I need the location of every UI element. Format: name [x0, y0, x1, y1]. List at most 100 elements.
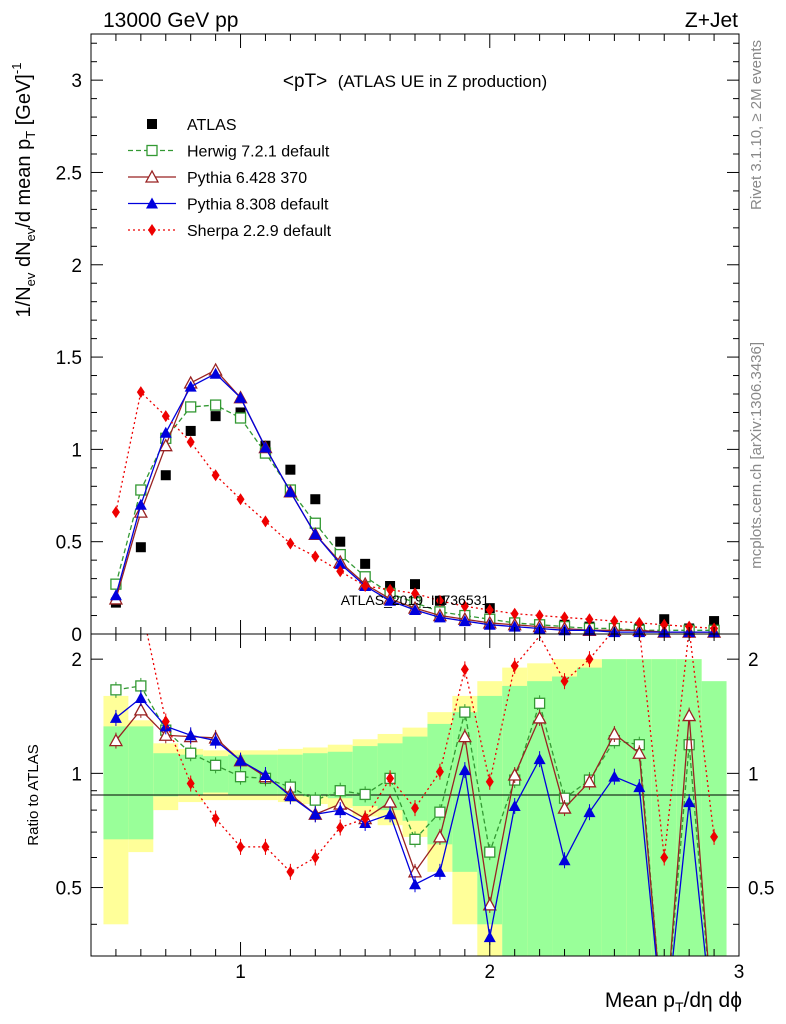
ratio-ytick-label: 1: [71, 764, 82, 785]
y-axis-label-ratio: Ratio to ATLAS: [25, 744, 42, 845]
main-point-sherpa-2-2-9-default: [485, 604, 494, 616]
band-green: [153, 753, 179, 797]
band-green: [302, 753, 328, 797]
ratio-point-pythia-8-308-default: [583, 806, 596, 818]
main-point-atlas: [709, 616, 720, 627]
main-point-herwig-7-2-1-default: [209, 399, 222, 411]
xtick-label: 3: [734, 962, 745, 983]
main-point-atlas: [335, 536, 346, 547]
ratio-point-sherpa-2-2-9-default: [710, 830, 719, 843]
ratio-point-pythia-6-428-370: [557, 800, 572, 814]
ratio-group-sherpa-2-2-9-default: [146, 634, 719, 880]
ratio-point-pythia-8-308-default: [608, 770, 621, 782]
ratio-point-sherpa-2-2-9-default: [336, 821, 345, 834]
legend-marker-pythia-6-428-370: [144, 169, 160, 183]
xtick-label: 2: [484, 962, 495, 983]
ratio-ytick-label: 0.5: [56, 879, 82, 900]
main-point-sherpa-2-2-9-default: [211, 469, 220, 482]
band-green: [527, 681, 553, 956]
legend-marker-herwig-7-2-1-default: [146, 144, 158, 157]
main-point-pythia-8-308-default: [259, 441, 272, 453]
ratio-point-pythia-6-428-370: [632, 745, 647, 759]
ratio-point-pythia-6-428-370: [532, 710, 547, 724]
main-point-sherpa-2-2-9-default: [186, 436, 195, 448]
ratio-point-sherpa-2-2-9-default: [460, 663, 469, 676]
ratio-point-pythia-6-428-370: [108, 733, 124, 747]
ratio-point-pythia-8-308-default: [209, 734, 222, 746]
main-point-pythia-8-308-default: [159, 426, 172, 438]
ratio-point-herwig-7-2-1-default: [309, 794, 321, 806]
main-ytick-label: 2.5: [56, 163, 82, 184]
ratio-point-pythia-6-428-370: [432, 829, 448, 843]
main-point-pythia-6-428-370: [158, 438, 173, 452]
main-point-atlas: [210, 411, 221, 422]
main-point-atlas: [360, 558, 371, 569]
ratio-point-herwig-7-2-1-default: [135, 680, 147, 692]
chart-title-main: <pT>: [283, 71, 327, 92]
ratio-point-herwig-7-2-1-default: [110, 684, 122, 696]
ratio-point-sherpa-2-2-9-default: [186, 777, 195, 790]
ratio-point-pythia-8-308-default: [259, 769, 272, 781]
ratio-point-pythia-8-308-default: [683, 796, 696, 808]
ratio-point-pythia-8-308-default: [633, 781, 646, 793]
main-ytick-label: 0.5: [56, 533, 82, 554]
legend-label-sherpa-2-2-9-default: Sherpa 2.2.9 default: [187, 223, 332, 240]
ratio-point-herwig-7-2-1-default: [359, 788, 371, 801]
main-point-pythia-8-308-default: [234, 391, 247, 403]
ratio-point-sherpa-2-2-9-default: [510, 659, 519, 672]
ratio-point-sherpa-2-2-9-default: [411, 802, 419, 815]
ratio-point-herwig-7-2-1-default: [209, 759, 222, 771]
band-green: [601, 659, 627, 956]
band-green: [427, 723, 453, 845]
main-point-sherpa-2-2-9-default: [610, 615, 619, 628]
ratio-point-pythia-6-428-370: [507, 767, 522, 781]
ratio-point-pythia-6-428-370: [158, 727, 173, 741]
ratio-point-pythia-8-308-default: [384, 808, 397, 820]
main-point-pythia-8-308-default: [284, 485, 297, 497]
ratio-point-pythia-8-308-default: [458, 764, 471, 776]
main-point-pythia-8-308-default: [209, 367, 222, 379]
legend-label-atlas: ATLAS: [187, 117, 237, 134]
band-green: [701, 681, 727, 956]
ratio-point-pythia-8-308-default: [533, 753, 546, 765]
ratio-point-pythia-6-428-370: [607, 726, 622, 740]
ratio-point-pythia-8-308-default: [508, 800, 521, 812]
ratio-ytick-label-right: 0.5: [748, 879, 774, 900]
ratio-point-sherpa-2-2-9-default: [560, 675, 569, 688]
ratio-ytick-label: 2: [71, 650, 82, 671]
ratio-point-pythia-8-308-default: [134, 691, 147, 703]
main-point-sherpa-2-2-9-default: [336, 565, 345, 578]
main-ytick-label: 2: [71, 256, 82, 277]
ratio-point-pythia-8-308-default: [284, 790, 297, 802]
main-point-herwig-7-2-1-default: [185, 401, 197, 413]
main-point-atlas: [135, 542, 146, 553]
chart-title-sub: (ATLAS UE in Z production): [338, 72, 547, 91]
ratio-point-pythia-8-308-default: [409, 878, 421, 890]
main-point-atlas: [160, 470, 171, 481]
ratio-point-herwig-7-2-1-default: [434, 806, 446, 818]
ratio-point-sherpa-2-2-9-default: [361, 812, 370, 825]
ratio-point-sherpa-2-2-9-default: [236, 840, 245, 853]
ratio-point-sherpa-2-2-9-default: [386, 772, 395, 785]
ratio-point-pythia-8-308-default: [558, 854, 571, 866]
main-point-herwig-7-2-1-default: [309, 517, 321, 529]
main-point-sherpa-2-2-9-default: [585, 613, 594, 626]
main-point-sherpa-2-2-9-default: [361, 580, 370, 592]
ratio-point-sherpa-2-2-9-default: [311, 851, 320, 864]
ratio-point-pythia-8-308-default: [309, 808, 322, 820]
chart-title: <pT> (ATLAS UE in Z production): [283, 71, 547, 92]
analysis-watermark: ATLAS_2019_I1736531: [341, 592, 490, 608]
xtick-label: 1: [235, 962, 246, 983]
rivet-label: Rivet 3.1.10, ≥ 2M events: [748, 40, 765, 210]
main-point-sherpa-2-2-9-default: [311, 550, 320, 563]
main-point-sherpa-2-2-9-default: [386, 583, 395, 596]
ratio-point-pythia-6-428-370: [582, 774, 597, 788]
ratio-point-sherpa-2-2-9-default: [485, 775, 494, 788]
ratio-point-pythia-8-308-default: [109, 711, 122, 723]
main-point-pythia-8-308-default: [134, 498, 147, 510]
main-point-sherpa-2-2-9-default: [635, 616, 644, 629]
ratio-point-sherpa-2-2-9-default: [585, 653, 594, 666]
ratio-point-sherpa-2-2-9-default: [211, 812, 220, 825]
main-point-herwig-7-2-1-default: [110, 578, 122, 590]
